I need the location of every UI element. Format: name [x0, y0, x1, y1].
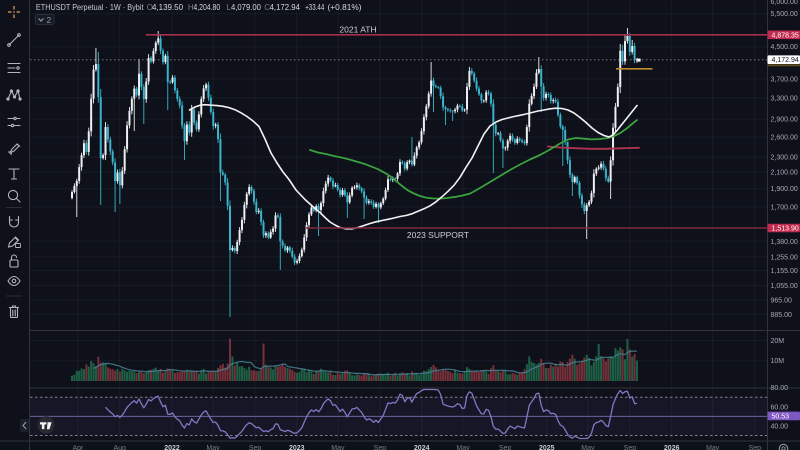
svg-text:2026: 2026 [664, 445, 680, 450]
svg-text:2,600.00: 2,600.00 [771, 135, 798, 142]
svg-text:2023 SUPPORT: 2023 SUPPORT [407, 230, 469, 240]
svg-text:Apr: Apr [72, 445, 84, 450]
svg-text:2,300.00: 2,300.00 [771, 155, 798, 162]
svg-text:4,172.94: 4,172.94 [772, 57, 799, 64]
svg-text:L: L [227, 3, 232, 12]
svg-text:ETHUSDT Perpetual · 1W · Bybit: ETHUSDT Perpetual · 1W · Bybit [36, 3, 144, 12]
svg-text:Sep: Sep [249, 445, 262, 450]
svg-text:1,055.00: 1,055.00 [771, 283, 798, 290]
svg-text:1,255.00: 1,255.00 [771, 254, 798, 261]
svg-text:1,900.00: 1,900.00 [771, 186, 798, 193]
svg-text:Sep: Sep [624, 445, 637, 450]
svg-text:4,172.94: 4,172.94 [270, 3, 301, 12]
svg-text:5,500.00: 5,500.00 [771, 11, 798, 18]
svg-text:May: May [706, 445, 720, 450]
svg-text:4,204.80: 4,204.80 [193, 3, 220, 12]
svg-text:40.00: 40.00 [771, 423, 789, 430]
svg-text:May: May [331, 445, 345, 450]
svg-text:20M: 20M [771, 338, 785, 345]
svg-text:Sep: Sep [499, 445, 512, 450]
svg-text:2021 ATH: 2021 ATH [339, 24, 376, 34]
svg-text:4,878.35: 4,878.35 [772, 32, 799, 39]
svg-text:C: C [264, 3, 270, 12]
svg-text:4,079.00: 4,079.00 [231, 3, 261, 12]
svg-text:2,900.00: 2,900.00 [771, 117, 798, 124]
svg-text:2: 2 [47, 15, 52, 25]
svg-text:1,380.00: 1,380.00 [771, 239, 798, 246]
svg-text:2,100.00: 2,100.00 [771, 170, 798, 177]
svg-text:3,700.00: 3,700.00 [771, 76, 798, 83]
svg-text:May: May [456, 445, 470, 450]
svg-text:+33.44: +33.44 [305, 3, 325, 12]
svg-text:2024: 2024 [414, 445, 430, 450]
svg-text:1,513.90: 1,513.90 [772, 226, 799, 233]
svg-text:1,700.00: 1,700.00 [771, 205, 798, 212]
svg-text:Sep: Sep [374, 445, 387, 450]
svg-text:50.53: 50.53 [772, 413, 790, 420]
svg-text:885.00: 885.00 [771, 312, 793, 319]
svg-text:2025: 2025 [539, 445, 555, 450]
svg-text:3,300.00: 3,300.00 [771, 95, 798, 102]
svg-text:80.00: 80.00 [771, 385, 789, 392]
svg-text:May: May [206, 445, 220, 450]
svg-text:H: H [188, 3, 194, 12]
svg-text:Aug: Aug [113, 445, 126, 450]
svg-text:4,500.00: 4,500.00 [771, 44, 798, 51]
svg-text:May: May [581, 445, 595, 450]
svg-text:(+0.81%): (+0.81%) [328, 3, 362, 12]
svg-text:Sep: Sep [749, 445, 762, 450]
svg-text:6,000.00: 6,000.00 [771, 0, 798, 6]
svg-text:O: O [147, 3, 153, 12]
svg-text:4,139.50: 4,139.50 [152, 3, 184, 12]
svg-text:1,155.00: 1,155.00 [771, 268, 798, 275]
svg-text:965.00: 965.00 [771, 298, 793, 305]
svg-text:60.00: 60.00 [771, 404, 789, 411]
svg-text:2023: 2023 [289, 445, 305, 450]
svg-text:2022: 2022 [164, 445, 180, 450]
svg-text:10M: 10M [771, 358, 785, 365]
